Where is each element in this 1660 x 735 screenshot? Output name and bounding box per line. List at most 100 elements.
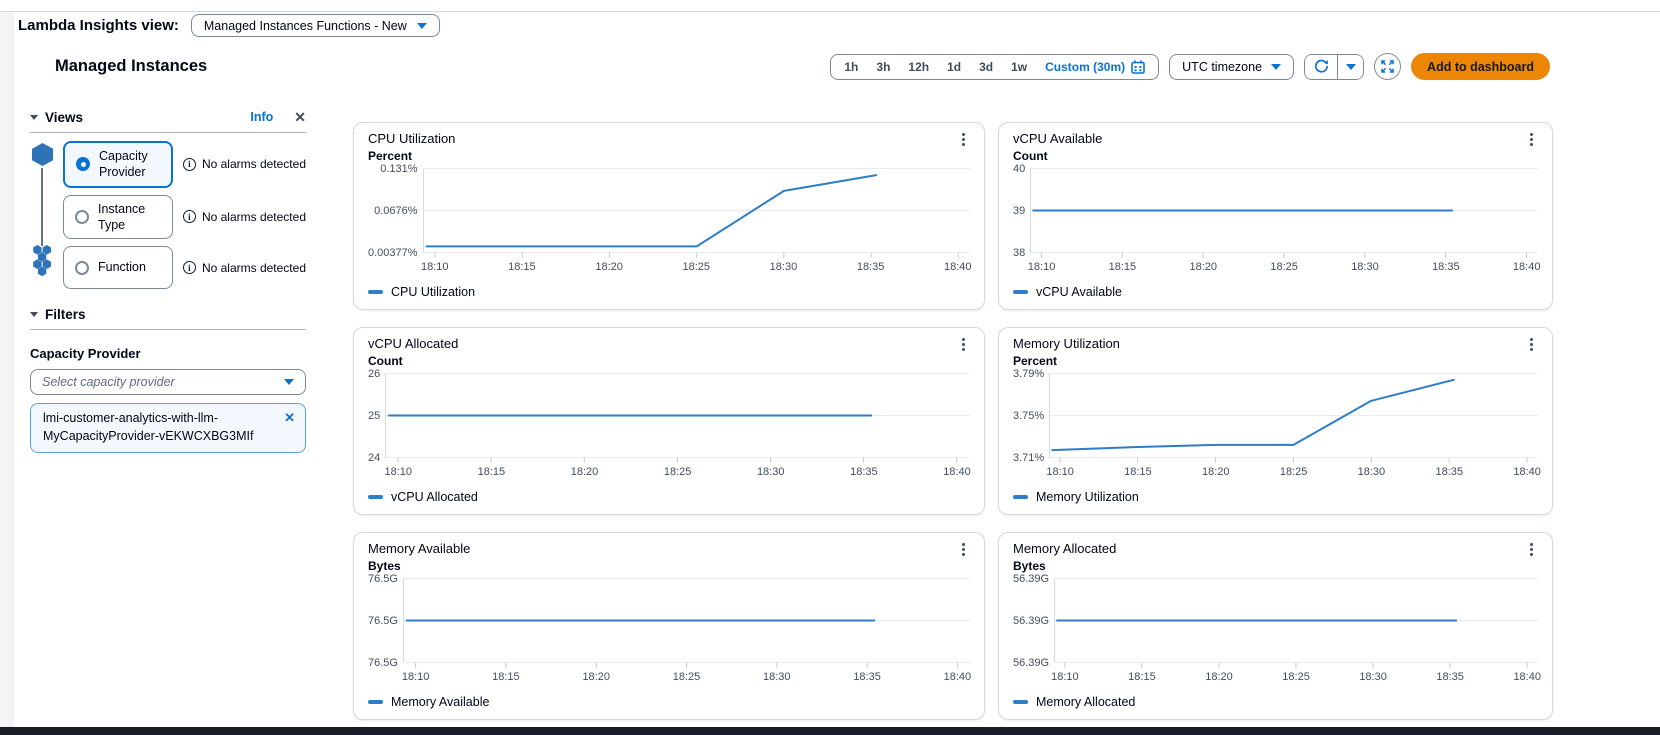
divider bbox=[30, 132, 306, 133]
range-3d-button[interactable]: 3d bbox=[979, 59, 994, 74]
chevron-down-icon bbox=[1345, 63, 1356, 70]
refresh-button[interactable] bbox=[1305, 54, 1338, 79]
info-circle-icon: i bbox=[182, 157, 196, 171]
y-tick-label: 3.75% bbox=[1013, 409, 1045, 422]
x-tick-label: 18:40 bbox=[1513, 671, 1541, 683]
x-tick-label: 18:40 bbox=[943, 671, 972, 683]
kebab-menu-icon[interactable] bbox=[957, 131, 970, 148]
y-axis-unit-label: Count bbox=[1013, 149, 1048, 163]
alarm-status: i No alarms detected bbox=[182, 157, 306, 171]
legend-swatch bbox=[368, 290, 383, 294]
view-option-instance-type[interactable]: Instance Type bbox=[63, 194, 173, 239]
capacity-provider-select[interactable]: Select capacity provider bbox=[30, 369, 306, 395]
chart-title: vCPU Available bbox=[1013, 131, 1103, 146]
x-tick-label: 18:20 bbox=[582, 671, 610, 683]
remove-token-icon[interactable]: ✕ bbox=[284, 410, 295, 425]
line-chart bbox=[1054, 578, 1538, 669]
chart-legend[interactable]: vCPU Available bbox=[1013, 285, 1538, 299]
kebab-menu-icon[interactable] bbox=[957, 336, 970, 353]
x-tick-label: 18:20 bbox=[1202, 466, 1230, 478]
chevron-down-icon bbox=[1271, 63, 1282, 70]
y-tick-label: 3.79% bbox=[1013, 367, 1045, 380]
insights-view-selector[interactable]: Managed Instances Functions - New bbox=[190, 14, 440, 37]
filters-section-header[interactable]: Filters bbox=[30, 303, 306, 325]
x-tick-label: 18:35 bbox=[1436, 671, 1464, 683]
legend-swatch bbox=[1013, 290, 1028, 294]
line-chart bbox=[1049, 373, 1538, 464]
x-tick-label: 18:25 bbox=[682, 261, 711, 273]
line-chart bbox=[1030, 168, 1538, 259]
alarm-status: i No alarms detected bbox=[182, 261, 306, 275]
chart-toolbar: 1h 3h 12h 1d 3d 1w Custom (30m) UTC time… bbox=[830, 53, 1550, 80]
view-option-row: Instance Type i No alarms detected bbox=[63, 194, 306, 239]
views-title: Views bbox=[45, 109, 84, 125]
chart-legend[interactable]: Memory Allocated bbox=[1013, 695, 1538, 709]
range-1w-button[interactable]: 1w bbox=[1011, 59, 1028, 74]
y-tick-label: 56.39G bbox=[1013, 656, 1050, 669]
y-tick-label: 56.39G bbox=[1013, 572, 1050, 585]
kebab-menu-icon[interactable] bbox=[957, 541, 970, 558]
line-chart bbox=[423, 168, 970, 259]
y-tick-label: 39 bbox=[1013, 204, 1026, 217]
x-tick-label: 18:40 bbox=[1513, 466, 1541, 478]
view-option-function[interactable]: Function bbox=[63, 246, 173, 289]
chart-legend[interactable]: Memory Available bbox=[368, 695, 970, 709]
x-tick-label: 18:40 bbox=[1512, 261, 1541, 273]
range-12h-button[interactable]: 12h bbox=[908, 59, 930, 74]
range-3h-button[interactable]: 3h bbox=[876, 59, 891, 74]
views-section-header[interactable]: Views Info ✕ bbox=[30, 106, 306, 128]
legend-swatch bbox=[1013, 700, 1028, 704]
kebab-menu-icon[interactable] bbox=[1525, 131, 1538, 148]
chart-legend[interactable]: CPU Utilization bbox=[368, 285, 970, 299]
kebab-menu-icon[interactable] bbox=[1525, 336, 1538, 353]
info-link[interactable]: Info bbox=[250, 110, 274, 124]
y-tick-label: 0.0676% bbox=[374, 204, 418, 217]
y-axis-labels: 40403938 bbox=[1013, 163, 1030, 259]
x-tick-label: 18:10 bbox=[1051, 671, 1079, 683]
y-tick-label: 0.131% bbox=[380, 162, 418, 175]
y-axis-unit-label: Count bbox=[368, 354, 403, 368]
timezone-selector[interactable]: UTC timezone bbox=[1169, 53, 1295, 80]
radio-unselected[interactable] bbox=[75, 209, 89, 224]
x-tick-label: 18:30 bbox=[1359, 671, 1387, 683]
chart-title: CPU Utilization bbox=[368, 131, 456, 146]
line-chart bbox=[403, 578, 970, 669]
radio-unselected[interactable] bbox=[75, 260, 89, 275]
kebab-menu-icon[interactable] bbox=[1525, 541, 1538, 558]
chart-title: Memory Available bbox=[368, 541, 471, 556]
chart-legend[interactable]: vCPU Allocated bbox=[368, 490, 970, 504]
custom-range-button[interactable]: Custom (30m) bbox=[1036, 60, 1154, 74]
x-tick-label: 18:25 bbox=[1282, 671, 1310, 683]
x-tick-label: 18:30 bbox=[769, 261, 798, 273]
legend-swatch bbox=[368, 495, 383, 499]
x-tick-label: 18:40 bbox=[943, 466, 971, 478]
x-tick-label: 18:25 bbox=[672, 671, 701, 683]
charts-grid: CPU Utilization Percent 0.00377% 0.131% 0.… bbox=[353, 122, 1553, 720]
x-tick-label: 18:10 bbox=[401, 671, 430, 683]
view-option-capacity-provider[interactable]: Capacity Provider bbox=[63, 141, 173, 188]
x-tick-label: 18:25 bbox=[663, 466, 692, 478]
refresh-options-button[interactable] bbox=[1337, 54, 1364, 79]
range-1h-button[interactable]: 1h bbox=[844, 59, 859, 74]
chart-legend[interactable]: Memory Utilization bbox=[1013, 490, 1538, 504]
close-icon[interactable]: ✕ bbox=[294, 108, 306, 125]
select-placeholder: Select capacity provider bbox=[42, 375, 175, 389]
range-1d-button[interactable]: 1d bbox=[947, 59, 962, 74]
y-axis-labels: 3.79%3.79%3.75%3.71% bbox=[1013, 368, 1049, 464]
fullscreen-button[interactable] bbox=[1374, 53, 1402, 80]
y-axis-unit-label: Bytes bbox=[368, 559, 401, 573]
add-to-dashboard-button[interactable]: Add to dashboard bbox=[1411, 53, 1550, 80]
y-tick-label: 76.5G bbox=[368, 656, 398, 669]
expand-icon bbox=[1381, 60, 1394, 73]
x-tick-label: 18:25 bbox=[1279, 466, 1308, 478]
x-tick-label: 18:15 bbox=[1128, 671, 1156, 683]
top-divider bbox=[0, 11, 1660, 12]
radio-selected[interactable] bbox=[76, 157, 90, 172]
token-label: lmi-customer-analytics-with-llm-MyCapaci… bbox=[43, 411, 254, 443]
x-tick-label: 18:30 bbox=[1351, 261, 1379, 273]
chevron-down-icon bbox=[416, 22, 427, 29]
y-axis-unit-label: Bytes bbox=[1013, 559, 1046, 573]
views-body: Capacity Provider i No alarms detected I… bbox=[30, 141, 306, 289]
x-tick-label: 18:10 bbox=[420, 261, 449, 273]
function-hexagon-cluster-icon bbox=[33, 245, 51, 276]
